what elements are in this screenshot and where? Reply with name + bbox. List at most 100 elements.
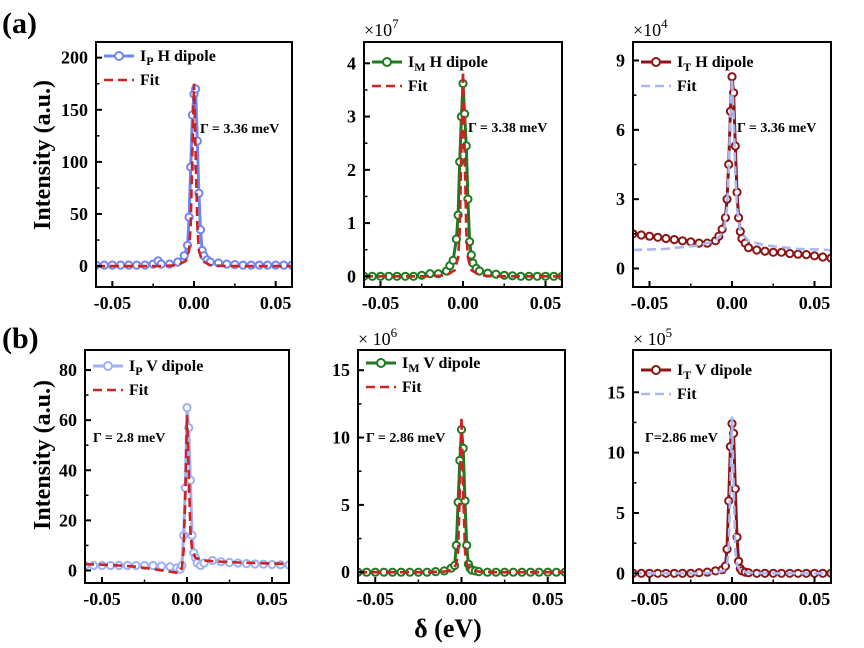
- legend-data-label: IP H dipole: [140, 48, 216, 68]
- y-tick-label: 5: [341, 495, 350, 515]
- data-point: [451, 234, 461, 244]
- plot-a3: -0.05 0.00 0.05 0 3 6 9 ×104 IT H dipole Fit Γ = 3…: [616, 16, 832, 313]
- data-point: [727, 72, 737, 82]
- y-tick-label: 10: [332, 428, 350, 448]
- data-point: [156, 561, 167, 571]
- data-point: [793, 249, 803, 259]
- y-tick-label: 5: [616, 503, 625, 523]
- legend-data-sub: P: [146, 54, 153, 68]
- x-tick-label: 0.00: [716, 293, 748, 313]
- legend-data-main: I: [677, 54, 683, 71]
- axis-multiplier: ×107: [364, 16, 399, 40]
- legend-data-sub: M: [408, 361, 419, 375]
- x-tick-label: 0.05: [256, 589, 288, 609]
- legend-data-label: IM V dipole: [402, 355, 480, 375]
- y-tick-label: 80: [59, 360, 77, 380]
- legend-fit-label: Fit: [402, 379, 422, 396]
- legend-fit-label: Fit: [129, 382, 149, 399]
- panel-label-b: (b): [2, 322, 39, 355]
- x-tick-label: 0.05: [799, 589, 831, 609]
- data-point: [730, 484, 740, 494]
- x-tick-label: 0.05: [532, 589, 564, 609]
- series-group: [358, 417, 565, 577]
- data-point: [743, 243, 754, 253]
- x-tick-label: 0.05: [260, 293, 292, 313]
- x-tick-label: -0.05: [94, 293, 132, 313]
- x-tick-label: 0.05: [530, 293, 562, 313]
- legend-data-sub: M: [414, 60, 425, 74]
- data-point: [148, 560, 158, 571]
- data-point: [776, 247, 787, 257]
- legend-data-marker: [103, 361, 113, 371]
- gamma-annotation: Γ = 3.36 meV: [200, 122, 279, 137]
- legend-fit-label: Fit: [408, 78, 428, 95]
- data-point: [686, 237, 696, 247]
- gamma-annotation: Γ=2.86 meV: [645, 431, 718, 446]
- x-tick-label: 0.00: [178, 293, 210, 313]
- legend-data-rest: H dipole: [426, 54, 488, 71]
- y-tick-label: 0: [68, 560, 77, 580]
- y-tick-label: 40: [59, 460, 77, 480]
- series-line-a2-fit: [364, 71, 562, 278]
- x-axis-label: δ (eV): [414, 614, 482, 643]
- legend-data-label: IT V dipole: [677, 362, 752, 382]
- axis-multiplier: ×104: [633, 16, 668, 40]
- y-tick-label: 0: [341, 562, 350, 582]
- y-axis-label-b: Intensity (a.u.): [30, 380, 56, 530]
- legend-data-label: IT H dipole: [677, 54, 753, 74]
- data-point: [669, 235, 679, 245]
- plot-b1: -0.05 0.00 0.05 0 20 40 60 80 IP V dipole Fit Γ = …: [59, 349, 290, 609]
- y-tick-label: 4: [347, 53, 356, 73]
- legend-fit-label: Fit: [677, 386, 697, 403]
- y-tick-label: 20: [59, 510, 77, 530]
- x-tick-label: -0.05: [631, 293, 669, 313]
- y-tick-label: 0: [616, 563, 625, 583]
- data-point: [785, 248, 795, 259]
- series-group: [96, 83, 292, 270]
- data-point: [801, 250, 811, 260]
- legend-data-main: I: [402, 355, 408, 372]
- x-tick-label: 0.00: [447, 293, 479, 313]
- legend-data-marker: [114, 51, 124, 61]
- x-tick-label: -0.05: [631, 589, 669, 609]
- x-tick-label: 0.00: [716, 589, 748, 609]
- data-point: [818, 252, 828, 262]
- y-tick-label: 2: [347, 160, 356, 180]
- series-group: [633, 72, 831, 263]
- y-tick-label: 10: [607, 443, 625, 463]
- plot-a1: -0.05 0.00 0.05 0 50 100 150 200 IP H dipole Fit Γ…: [61, 41, 293, 313]
- y-tick-label: 6: [616, 120, 625, 140]
- series-group: [633, 416, 831, 578]
- data-point: [179, 251, 189, 261]
- series-group: [364, 71, 562, 281]
- series-line-b1-fit: [85, 415, 289, 575]
- legend-data-main: I: [140, 48, 146, 65]
- data-point: [677, 236, 688, 246]
- x-tick-label: 0.00: [171, 589, 203, 609]
- x-tick-label: 0.00: [446, 589, 478, 609]
- gamma-annotation: Γ = 3.36 meV: [737, 121, 816, 136]
- y-tick-label: 50: [70, 204, 88, 224]
- legend-data-label: IM H dipole: [408, 54, 488, 74]
- x-tick-label: -0.05: [83, 589, 121, 609]
- y-tick-label: 150: [61, 100, 88, 120]
- x-tick-label: 0.05: [799, 293, 831, 313]
- y-tick-label: 0: [347, 266, 356, 286]
- gamma-annotation: Γ = 2.86 meV: [366, 431, 445, 446]
- y-tick-label: 3: [347, 107, 356, 127]
- legend-data-rest: H dipole: [691, 54, 753, 71]
- x-tick-label: -0.05: [362, 293, 400, 313]
- legend-data-marker: [382, 57, 392, 67]
- y-tick-label: 60: [59, 410, 77, 430]
- x-tick-label: -0.05: [357, 589, 395, 609]
- series-line-b3-fit: [633, 416, 831, 575]
- series-group: [85, 403, 289, 575]
- data-point: [661, 233, 671, 244]
- y-tick-label: 0: [79, 256, 88, 276]
- data-point: [752, 245, 762, 255]
- series-line-a1-fit: [96, 83, 292, 268]
- series-line-a3-fit: [633, 78, 831, 252]
